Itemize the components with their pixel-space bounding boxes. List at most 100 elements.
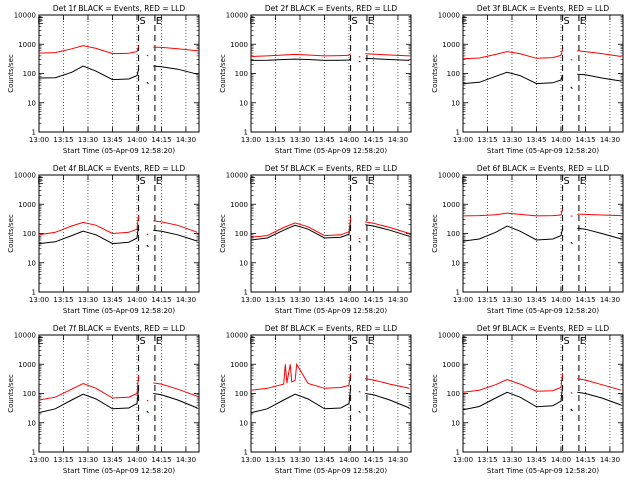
event-marker-label: S [563,16,569,27]
x-tick-label: 14:30 [388,136,408,144]
event-marker-label: S [351,16,357,27]
x-tick-label: 13:45 [314,136,334,144]
x-tick-label: 13:45 [314,456,334,464]
x-tick-label: 14:15 [575,136,595,144]
x-tick-label: 14:00 [339,296,359,304]
x-axis-label: Start Time (05-Apr-09 12:58:20) [63,467,175,475]
x-tick-label: 13:30 [290,296,310,304]
x-tick-label: 13:15 [477,136,497,144]
x-tick-label: 13:15 [265,296,285,304]
series-line-lld [463,373,622,394]
x-tick-label: 14:00 [127,296,147,304]
x-tick-label: 13:00 [453,456,473,464]
y-tick-label: 1000 [230,361,248,369]
y-axis-label: Counts/sec [431,214,439,253]
panel-title: Det 8f BLACK = Events, RED = LLD [265,324,398,333]
x-tick-label: 13:00 [29,456,49,464]
x-tick-label: 14:30 [176,136,196,144]
x-tick-label: 13:45 [526,136,546,144]
y-tick-label: 1000 [230,41,248,49]
series-line-events [463,385,622,412]
x-tick-label: 13:15 [53,136,73,144]
x-tick-label: 14:00 [551,296,571,304]
y-axis-label: Counts/sec [7,214,15,253]
event-marker-label: E [580,336,586,347]
x-tick-label: 14:00 [551,456,571,464]
y-axis-label: Counts/sec [7,54,15,93]
x-tick-label: 13:45 [102,136,122,144]
x-tick-label: 14:15 [363,136,383,144]
x-tick-label: 14:15 [363,296,383,304]
series-line-events [251,388,410,414]
y-tick-label: 100 [23,230,36,238]
panel-3f: Det 3f BLACK = Events, RED = LLD Counts/s… [431,4,624,155]
x-axis-label: Start Time (05-Apr-09 12:58:20) [275,147,387,155]
x-tick-label: 13:30 [290,136,310,144]
series-line-events [39,388,198,414]
x-tick-label: 13:45 [102,456,122,464]
y-tick-label: 1000 [18,201,36,209]
event-marker-label: E [580,16,586,27]
y-tick-label: 1000 [18,41,36,49]
x-tick-label: 13:00 [453,296,473,304]
event-marker-label: E [156,176,162,187]
x-axis-label: Start Time (05-Apr-09 12:58:20) [63,307,175,315]
x-tick-label: 13:45 [102,296,122,304]
x-axis-label: Start Time (05-Apr-09 12:58:20) [275,467,387,475]
x-tick-label: 13:30 [502,136,522,144]
y-tick-label: 10000 [438,332,460,340]
event-marker-label: S [563,336,569,347]
y-tick-label: 10 [451,259,460,267]
x-tick-label: 13:45 [526,456,546,464]
y-tick-label: 1 [32,289,36,297]
x-tick-label: 14:00 [127,136,147,144]
x-tick-label: 14:15 [363,456,383,464]
y-tick-label: 10000 [226,172,248,180]
event-marker-label: E [461,336,467,347]
x-tick-label: 13:45 [526,296,546,304]
panel-5f: Det 5f BLACK = Events, RED = LLD Counts/s… [219,164,412,315]
x-tick-label: 13:15 [53,456,73,464]
series-line-lld [39,215,198,236]
event-marker-label: E [368,176,374,187]
y-axis-label: Counts/sec [431,374,439,413]
y-tick-label: 10 [239,259,248,267]
x-tick-label: 14:00 [339,456,359,464]
event-marker-label: E [249,336,255,347]
y-tick-label: 10 [27,419,36,427]
y-tick-label: 1 [32,449,36,457]
x-tick-label: 14:15 [575,456,595,464]
y-tick-label: 1000 [442,41,460,49]
x-tick-label: 13:30 [78,456,98,464]
series-line-events [251,220,410,243]
plot-frame [250,174,412,293]
event-marker-label: E [37,16,43,27]
y-tick-label: 1000 [18,361,36,369]
y-axis-label: Counts/sec [219,374,227,413]
y-axis-label: Counts/sec [219,214,227,253]
x-tick-label: 13:15 [53,296,73,304]
y-tick-label: 100 [447,390,460,398]
series-line-lld [251,217,410,240]
panel-title: Det 4f BLACK = Events, RED = LLD [53,164,186,173]
y-axis-label: Counts/sec [219,54,227,93]
event-marker-label: S [139,16,145,27]
panel-title: Det 5f BLACK = Events, RED = LLD [265,164,398,173]
y-tick-label: 10000 [438,12,460,20]
series-line-events [39,65,198,84]
x-tick-label: 14:30 [600,136,620,144]
event-marker-label: E [37,336,43,347]
x-axis-label: Start Time (05-Apr-09 12:58:20) [63,147,175,155]
event-marker-label: E [37,176,43,187]
event-marker-label: S [351,176,357,187]
event-marker-label: S [563,176,569,187]
x-tick-label: 14:00 [339,136,359,144]
y-tick-label: 1000 [442,361,460,369]
x-tick-label: 14:15 [151,456,171,464]
series-line-lld [39,375,198,402]
plot-frame [462,174,624,293]
event-marker-label: E [368,336,374,347]
panel-2f: Det 2f BLACK = Events, RED = LLD Counts/s… [219,4,412,155]
x-tick-label: 13:00 [453,136,473,144]
